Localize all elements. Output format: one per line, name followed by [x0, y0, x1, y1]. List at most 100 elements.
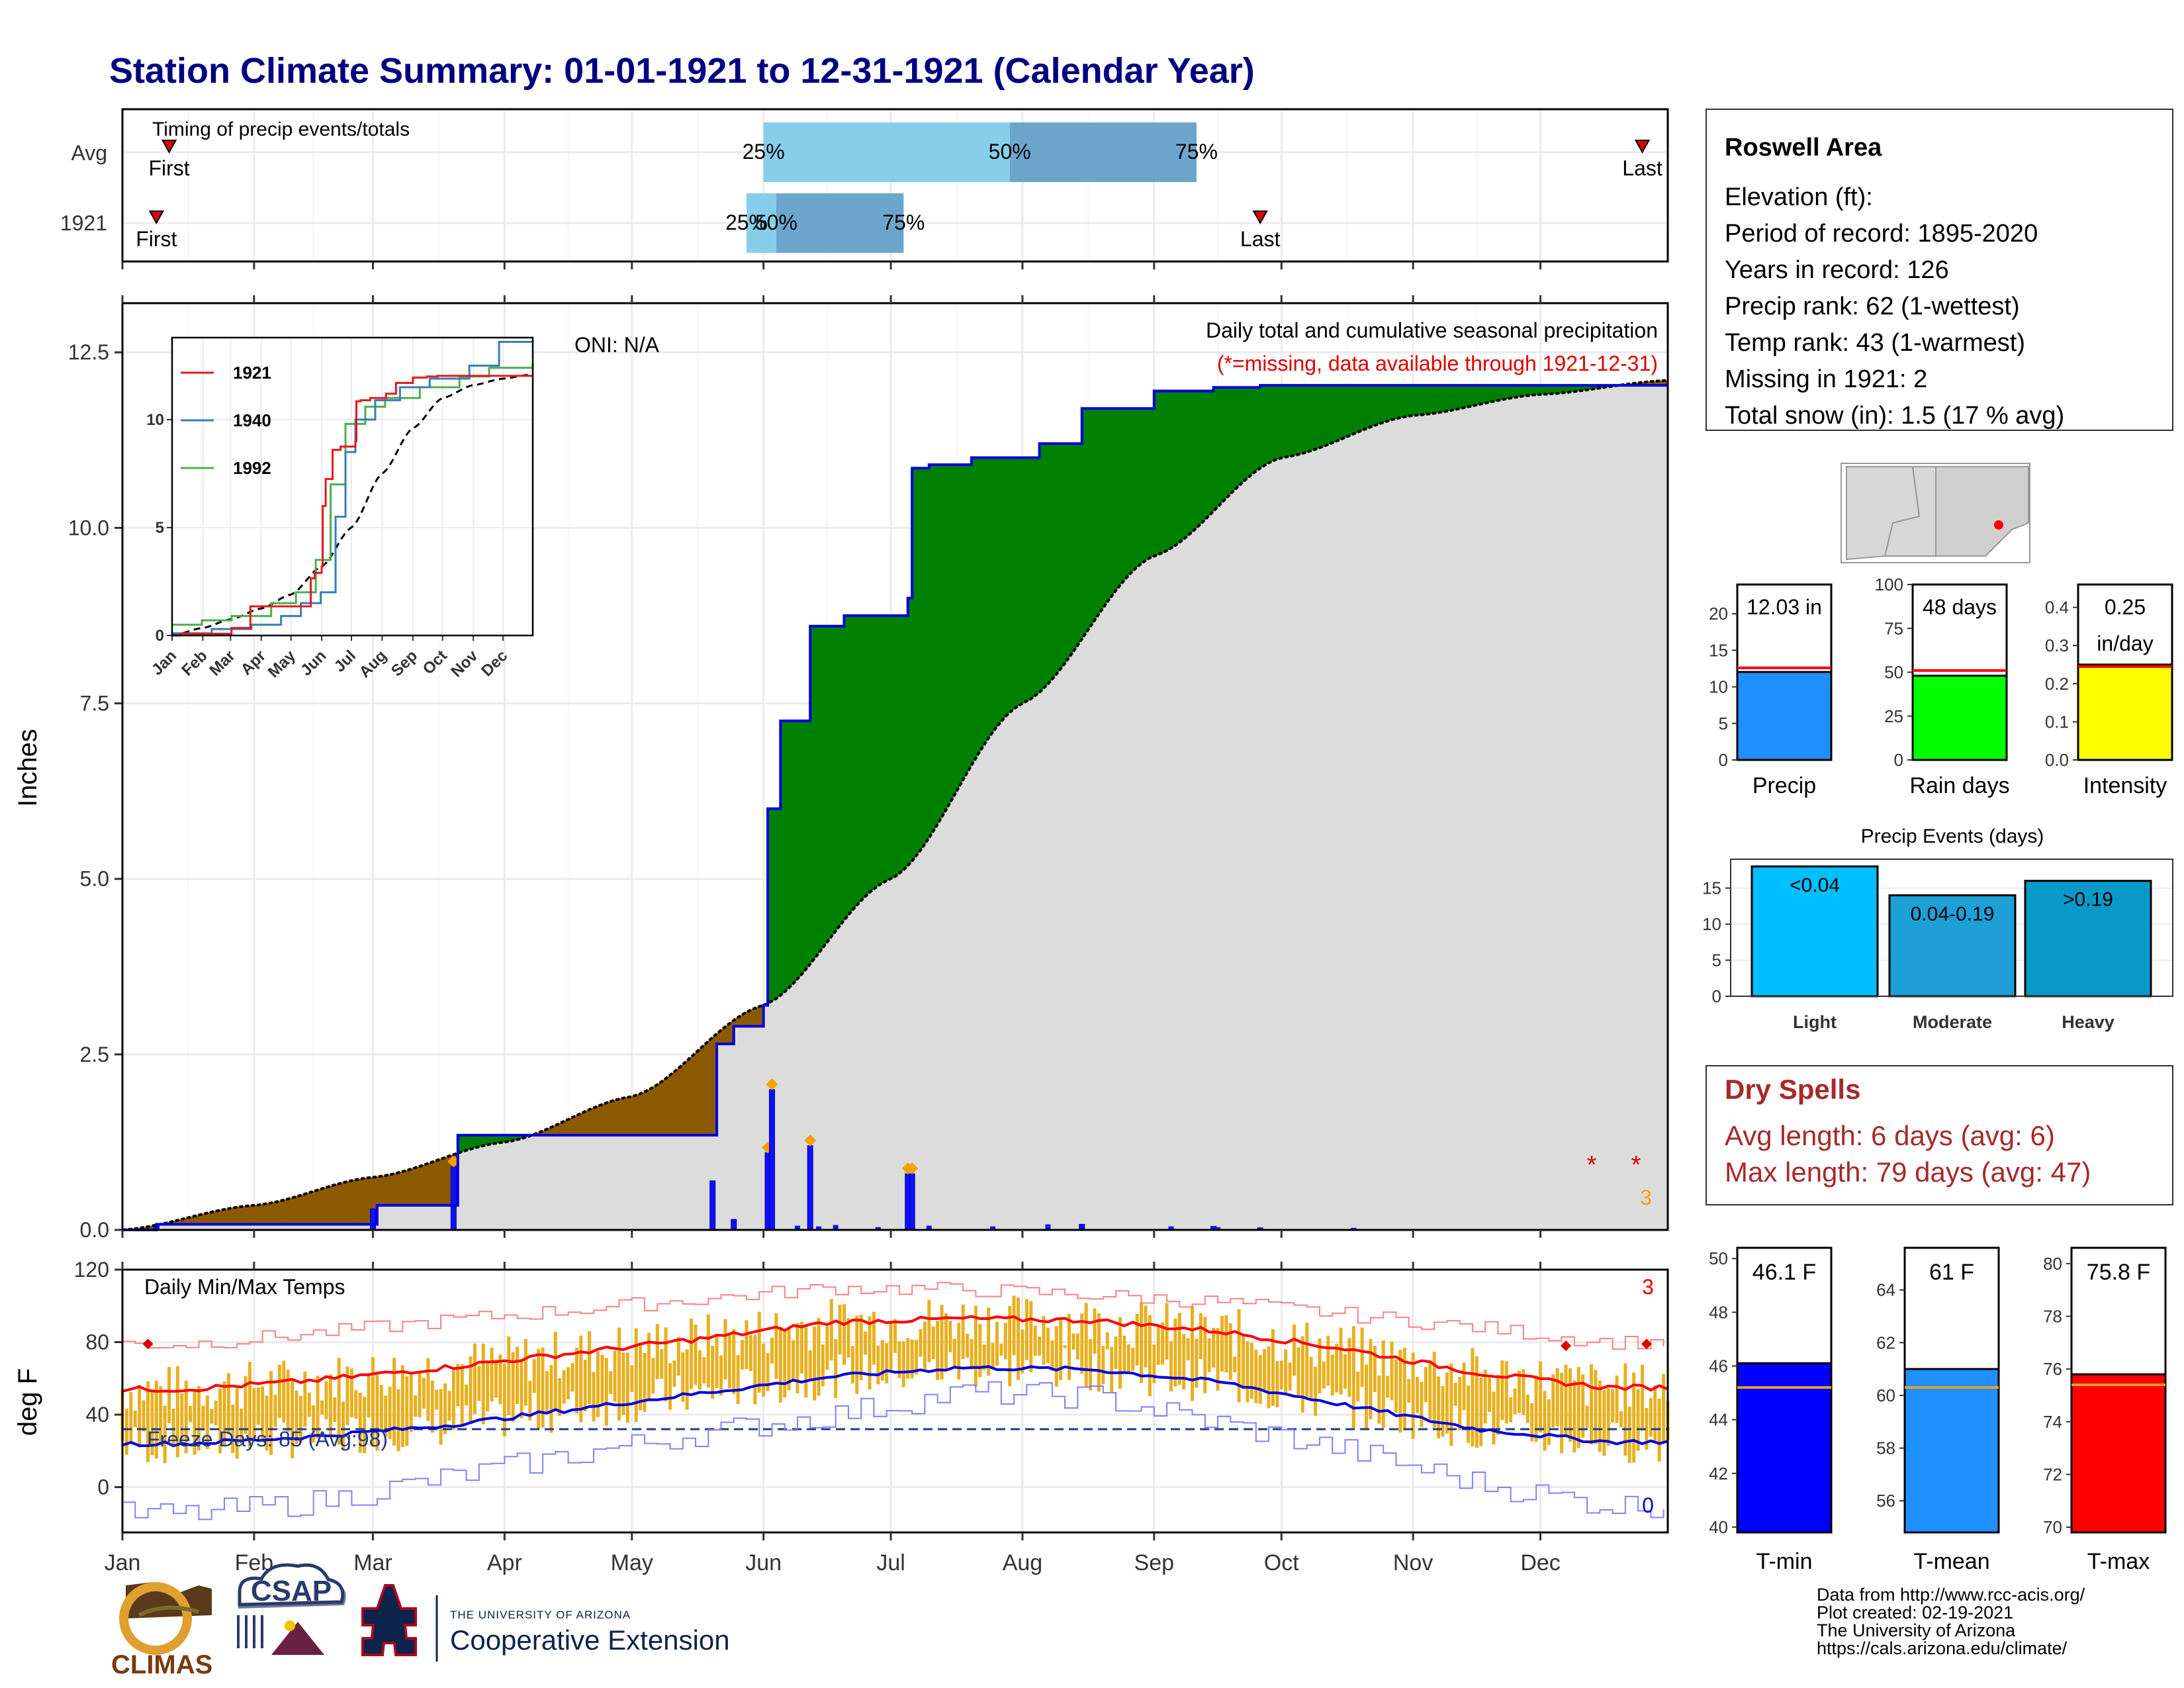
- precip-above-avg-slice: [1425, 385, 1431, 415]
- station-info-box: Roswell Area Elevation (ft): Period of re…: [1706, 109, 2173, 431]
- precip-above-avg-slice: [797, 720, 802, 980]
- precip-below-avg-slice: [606, 1101, 612, 1136]
- daily-temp-range-bar: [1543, 1391, 1547, 1451]
- precip-above-avg-slice: [1259, 385, 1265, 469]
- daily-temp-range-bar: [298, 1395, 302, 1442]
- daily-temp-range-bar: [1144, 1305, 1148, 1368]
- daily-temp-range-bar: [1110, 1346, 1114, 1393]
- precip-above-avg-slice: [971, 457, 976, 767]
- month-label: Sep: [1134, 1550, 1175, 1575]
- record-min-line: [122, 1381, 1664, 1521]
- precip-above-avg-slice: [992, 457, 997, 733]
- daily-temp-range-bar: [1623, 1363, 1627, 1456]
- precip-below-avg-slice: [415, 1166, 420, 1206]
- daily-temp-range-bar: [630, 1365, 634, 1392]
- daily-temp-range-bar: [1242, 1336, 1246, 1389]
- daily-temp-range-bar: [766, 1353, 770, 1391]
- daily-temp-range-bar: [1662, 1374, 1666, 1442]
- precip-above-avg-slice: [860, 615, 866, 902]
- daily-temp-range-bar: [494, 1359, 498, 1398]
- mini-bar-ytick-label: 0.1: [2045, 712, 2069, 731]
- daily-temp-range-bar: [1619, 1411, 1623, 1428]
- daily-temp-range-bar: [940, 1305, 944, 1380]
- precip-ytick-label: 5.0: [80, 867, 109, 891]
- daily-temp-range-bar: [320, 1400, 324, 1415]
- daily-temp-range-bar: [328, 1374, 332, 1437]
- daily-temp-range-bar: [473, 1343, 477, 1415]
- daily-temp-range-bar: [1169, 1340, 1173, 1391]
- precip-below-avg-slice: [313, 1189, 318, 1225]
- daily-temp-range-bar: [880, 1340, 884, 1381]
- daily-temp-range-bar: [770, 1337, 774, 1364]
- daily-temp-range-bar: [1471, 1348, 1475, 1446]
- missing-marker-1: *: [1587, 1151, 1597, 1179]
- daily-temp-range-bar: [1479, 1377, 1483, 1446]
- temp-mini-bar-value: [2070, 1373, 2167, 1534]
- daily-temp-range-bar: [901, 1341, 905, 1387]
- oni-label: ONI: N/A: [574, 333, 660, 357]
- station-info-line: Missing in 1921: 2: [1725, 365, 1927, 393]
- precip-below-avg-slice: [300, 1193, 306, 1225]
- daily-temp-range-bar: [1453, 1382, 1457, 1406]
- daily-temp-range-bar: [1114, 1336, 1118, 1370]
- footer-credit-line: Data from http://www.rcc-acis.org/: [1817, 1585, 2085, 1605]
- precip-below-avg-slice: [215, 1209, 221, 1225]
- precip-above-avg-slice: [793, 720, 798, 985]
- precip-ytick-label: 0.0: [80, 1218, 109, 1242]
- daily-temp-range-bar: [952, 1338, 956, 1368]
- daily-temp-range-bar: [528, 1380, 532, 1421]
- temperature-mini-bar-charts: 40 42 44 46 48 50 46.1 F T-min 56 58 60 62 64 61 F T-m…: [1709, 1246, 2167, 1574]
- precip-heavy-day-marker: [906, 1162, 919, 1175]
- precip-above-avg-slice: [950, 464, 955, 804]
- precip-above-avg-slice: [1234, 387, 1240, 491]
- precip-above-avg-slice: [1238, 387, 1244, 487]
- temp-mini-bar-ytick-label: 62: [1876, 1333, 1895, 1352]
- daily-temp-range-bar: [910, 1339, 914, 1379]
- precip-above-avg-slice: [886, 615, 891, 882]
- daily-temp-range-bar: [745, 1320, 749, 1370]
- daily-temp-range-bar: [1068, 1313, 1071, 1380]
- precip-above-avg-slice: [929, 464, 934, 839]
- daily-temp-range-bar: [1377, 1375, 1381, 1424]
- precip-below-avg-slice: [678, 1063, 684, 1136]
- daily-temp-range-bar: [923, 1321, 927, 1370]
- precip-below-avg-slice: [364, 1177, 369, 1225]
- daily-temp-range-bar: [1207, 1338, 1211, 1372]
- precip-above-avg-slice: [1298, 385, 1303, 455]
- precip-above-avg-slice: [907, 597, 913, 867]
- precip-above-avg-slice: [1438, 385, 1443, 413]
- daily-temp-range-bar: [1075, 1333, 1079, 1360]
- daily-temp-range-bar: [706, 1314, 710, 1388]
- precip-above-avg-slice: [1141, 408, 1146, 565]
- temp-mini-bar-ytick-label: 40: [1709, 1517, 1728, 1537]
- daily-temp-range-bar: [244, 1376, 248, 1434]
- daily-temp-range-bar: [944, 1313, 948, 1372]
- daily-temp-range-bar: [124, 1409, 128, 1455]
- daily-temp-range-bar: [639, 1343, 643, 1411]
- precip-below-avg-slice: [686, 1056, 692, 1136]
- daily-temp-range-bar: [1017, 1297, 1021, 1380]
- daily-temp-range-bar: [1148, 1315, 1152, 1397]
- station-name: Roswell Area: [1725, 134, 1882, 162]
- daily-temp-range-bar: [498, 1354, 502, 1405]
- daily-temp-range-bar: [129, 1392, 133, 1444]
- precip-above-avg-slice: [945, 464, 951, 812]
- daily-temp-range-bar: [774, 1313, 778, 1379]
- precip-above-avg-slice: [1455, 385, 1461, 410]
- daily-temp-range-bar: [634, 1328, 638, 1422]
- precip-below-avg-slice: [614, 1098, 620, 1136]
- daily-temp-range-bar: [516, 1346, 520, 1405]
- precip-below-avg-slice: [381, 1175, 387, 1206]
- precip-below-avg-slice: [232, 1207, 238, 1225]
- temp-mini-bar-ytick-label: 74: [2043, 1412, 2062, 1432]
- precip-above-avg-slice: [983, 457, 989, 746]
- daily-temp-range-bar: [562, 1370, 566, 1404]
- precip-above-avg-slice: [1073, 443, 1078, 653]
- precip-above-avg-slice: [1243, 387, 1248, 483]
- daily-temp-range-bar: [460, 1364, 464, 1427]
- temp-mini-bar-ytick-label: 70: [2043, 1517, 2062, 1537]
- daily-temp-range-bar: [171, 1408, 175, 1446]
- precip-below-avg-slice: [402, 1170, 408, 1206]
- precip-below-avg-slice: [220, 1209, 225, 1225]
